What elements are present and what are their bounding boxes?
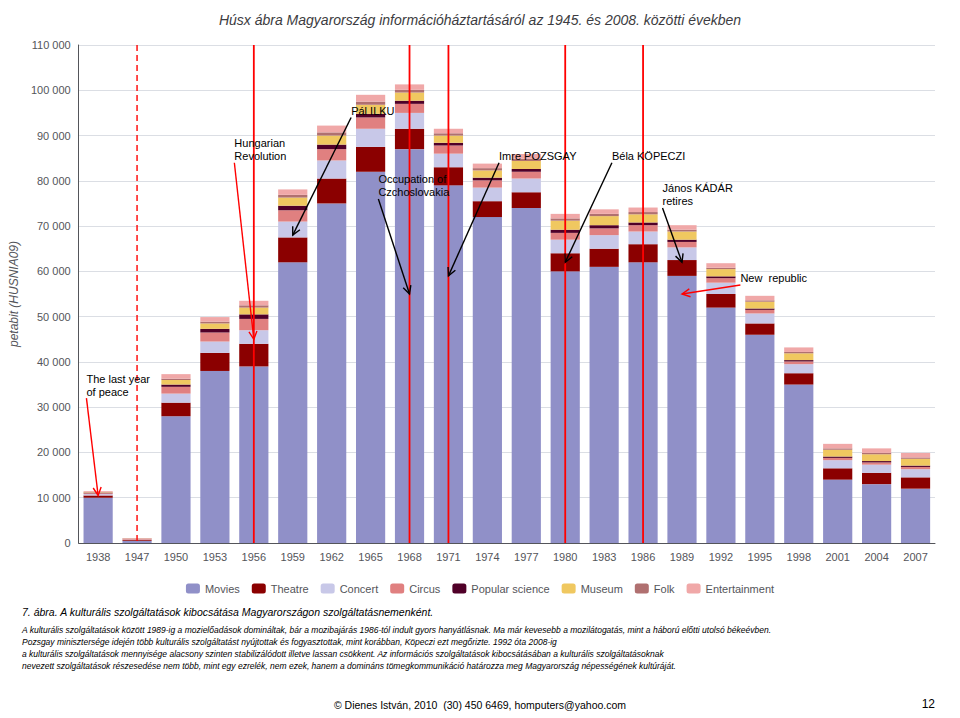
- svg-text:© Dienes István, 2010 (30) 45: © Dienes István, 2010 (30) 450 6469, hom…: [334, 699, 626, 711]
- svg-text:80 000: 80 000: [37, 175, 71, 187]
- svg-text:1938: 1938: [86, 551, 110, 563]
- svg-text:10 000: 10 000: [37, 492, 71, 504]
- svg-text:János KÁDÁR: János KÁDÁR: [663, 182, 733, 194]
- svg-text:1947: 1947: [125, 551, 149, 563]
- svg-text:Czchoslovakia: Czchoslovakia: [378, 186, 450, 198]
- svg-text:a kulturális szolgáltatások me: a kulturális szolgáltatások mennyisége a…: [22, 649, 665, 659]
- svg-text:Circus: Circus: [409, 583, 441, 595]
- svg-text:Theatre: Theatre: [271, 583, 309, 595]
- svg-text:of peace: of peace: [86, 386, 128, 398]
- svg-text:1986: 1986: [631, 551, 655, 563]
- svg-text:2004: 2004: [864, 551, 888, 563]
- svg-text:1959: 1959: [281, 551, 305, 563]
- svg-text:Béla KÖPECZI: Béla KÖPECZI: [612, 150, 685, 162]
- svg-text:1977: 1977: [514, 551, 538, 563]
- svg-text:70 000: 70 000: [37, 220, 71, 232]
- svg-text:Folk: Folk: [654, 583, 675, 595]
- svg-text:2001: 2001: [825, 551, 849, 563]
- svg-text:Occupation of: Occupation of: [378, 173, 447, 185]
- svg-text:50 000: 50 000: [37, 311, 71, 323]
- svg-text:Popular science: Popular science: [471, 583, 549, 595]
- svg-text:1962: 1962: [319, 551, 343, 563]
- svg-text:2007: 2007: [903, 551, 927, 563]
- svg-text:40 000: 40 000: [37, 356, 71, 368]
- svg-text:1983: 1983: [592, 551, 616, 563]
- svg-text:Movies: Movies: [205, 583, 240, 595]
- svg-text:90 000: 90 000: [37, 130, 71, 142]
- svg-text:20 000: 20 000: [37, 446, 71, 458]
- svg-text:1956: 1956: [242, 551, 266, 563]
- svg-text:A kulturális szolgáltatások kö: A kulturális szolgáltatások között 1989-…: [21, 625, 771, 635]
- svg-text:Húsx ábra Magyarország informá: Húsx ábra Magyarország információháztart…: [219, 12, 741, 28]
- svg-text:60 000: 60 000: [37, 265, 71, 277]
- svg-text:1980: 1980: [553, 551, 577, 563]
- svg-text:The last year: The last year: [86, 373, 150, 385]
- svg-text:Museum: Museum: [581, 583, 623, 595]
- svg-text:nevezett szolgáltatások részes: nevezett szolgáltatások részesedése nem …: [22, 661, 676, 671]
- svg-text:1968: 1968: [397, 551, 421, 563]
- svg-text:Concert: Concert: [340, 583, 379, 595]
- svg-text:30 000: 30 000: [37, 401, 71, 413]
- svg-text:petabit (HUSNIA09): petabit (HUSNIA09): [7, 241, 21, 348]
- svg-text:1995: 1995: [748, 551, 772, 563]
- svg-text:110 000: 110 000: [32, 39, 71, 51]
- svg-text:1950: 1950: [164, 551, 188, 563]
- svg-text:Entertainment: Entertainment: [706, 583, 774, 595]
- svg-text:1953: 1953: [203, 551, 227, 563]
- svg-text:7. ábra. A kulturális szolgált: 7. ábra. A kulturális szolgáltatások kib…: [22, 606, 433, 618]
- svg-text:1998: 1998: [787, 551, 811, 563]
- svg-text:Revolution: Revolution: [234, 150, 286, 162]
- svg-text:retires: retires: [663, 195, 694, 207]
- svg-text:100 000: 100 000: [31, 84, 71, 96]
- svg-text:Hungarian: Hungarian: [234, 137, 285, 149]
- svg-text:Imre POZSGAY: Imre POZSGAY: [499, 150, 577, 162]
- svg-text:1989: 1989: [670, 551, 694, 563]
- svg-text:Pozsgay minisztersége idején t: Pozsgay minisztersége idején több kultur…: [22, 637, 557, 647]
- svg-text:12: 12: [922, 697, 936, 711]
- svg-text:New republic: New republic: [740, 272, 807, 284]
- svg-text:1965: 1965: [358, 551, 382, 563]
- svg-text:0: 0: [65, 537, 71, 549]
- svg-text:Pál ILKU: Pál ILKU: [351, 105, 394, 117]
- svg-text:1992: 1992: [709, 551, 733, 563]
- svg-text:1974: 1974: [475, 551, 499, 563]
- svg-text:1971: 1971: [436, 551, 460, 563]
